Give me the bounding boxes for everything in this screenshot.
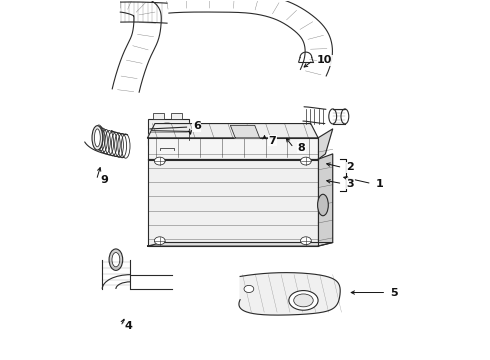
Text: 9: 9 xyxy=(100,175,108,185)
Text: 3: 3 xyxy=(346,179,354,189)
Text: 1: 1 xyxy=(375,179,383,189)
Ellipse shape xyxy=(112,252,120,267)
Polygon shape xyxy=(147,123,318,138)
Text: 4: 4 xyxy=(124,321,132,332)
Polygon shape xyxy=(147,159,318,246)
Text: 7: 7 xyxy=(269,136,276,146)
Circle shape xyxy=(244,285,254,293)
Polygon shape xyxy=(318,129,333,159)
Circle shape xyxy=(300,157,311,165)
Text: 8: 8 xyxy=(297,143,305,153)
Bar xyxy=(171,113,182,119)
Text: 6: 6 xyxy=(193,121,201,131)
Bar xyxy=(147,119,189,145)
Polygon shape xyxy=(230,125,260,138)
Ellipse shape xyxy=(318,194,328,216)
Ellipse shape xyxy=(109,249,122,270)
Polygon shape xyxy=(147,138,318,159)
Text: 2: 2 xyxy=(346,162,354,172)
Circle shape xyxy=(154,237,165,245)
Ellipse shape xyxy=(92,126,103,150)
Ellipse shape xyxy=(329,109,337,124)
Ellipse shape xyxy=(294,294,313,307)
Text: 10: 10 xyxy=(317,55,333,65)
Polygon shape xyxy=(318,154,333,246)
Polygon shape xyxy=(239,273,340,315)
Ellipse shape xyxy=(95,129,100,147)
Circle shape xyxy=(154,157,165,165)
Polygon shape xyxy=(147,243,333,246)
Circle shape xyxy=(300,237,311,245)
Bar xyxy=(153,113,164,119)
Text: 5: 5 xyxy=(390,288,398,297)
Ellipse shape xyxy=(289,291,318,310)
